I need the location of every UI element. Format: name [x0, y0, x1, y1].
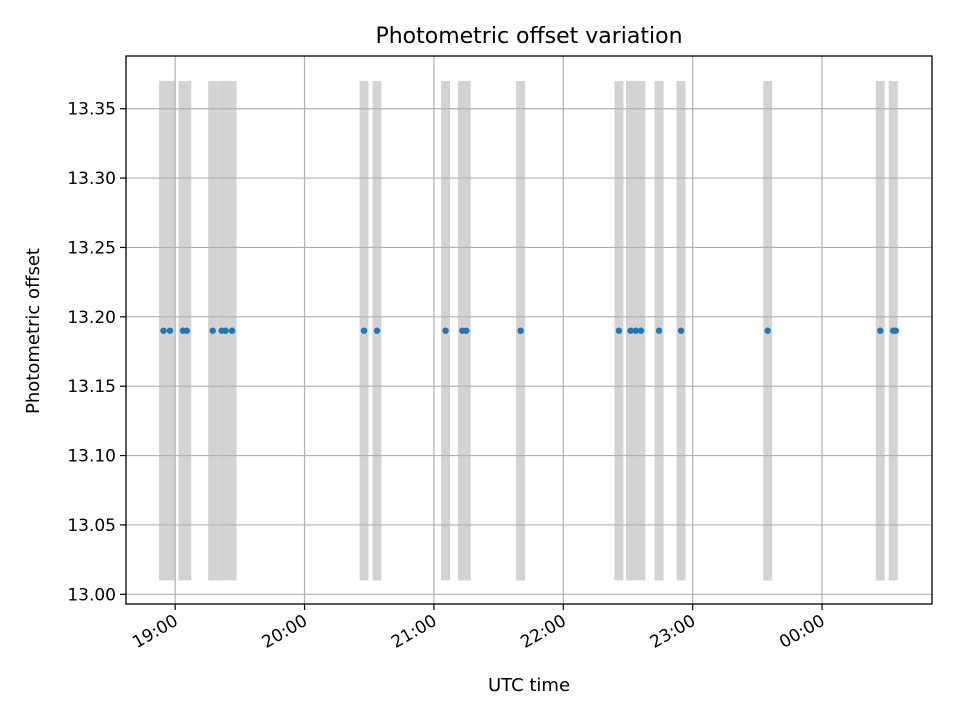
- data-point-0-4: [209, 327, 216, 334]
- y-tick-label-4: 13.20: [67, 308, 116, 328]
- data-point-0-18: [655, 327, 663, 334]
- data-point-0-8: [360, 327, 368, 334]
- x-axis: 19:00 20:00 21:00 22:00 23:00 00:00: [129, 604, 829, 653]
- y-tick-label-3: 13.15: [67, 377, 116, 397]
- x-axis-label: UTC time: [488, 675, 570, 696]
- x-tick-label-2: 21:00: [388, 611, 440, 653]
- data-point-0-6: [222, 327, 229, 334]
- y-tick-label-7: 13.35: [67, 100, 116, 120]
- data-point-0-1: [166, 327, 174, 334]
- y-axis: 13.00 13.05 13.10 13.15 13.20 13.25 13.30 13.35: [67, 100, 126, 605]
- data-point-0-21: [877, 327, 884, 334]
- x-tick-label-0: 19:00: [129, 611, 181, 653]
- x-tick-label-5: 00:00: [776, 611, 828, 653]
- y-tick-label-2: 13.10: [67, 447, 116, 467]
- data-point-0-14: [615, 327, 623, 334]
- grid: [126, 56, 932, 604]
- data-point-0-20: [764, 327, 771, 334]
- data-point-0-7: [228, 327, 236, 334]
- x-tick-label-3: 22:00: [517, 611, 569, 653]
- data-point-0-17: [637, 327, 645, 334]
- data-points: [160, 327, 899, 334]
- data-point-0-15: [627, 327, 634, 334]
- y-tick-label-1: 13.05: [67, 516, 116, 536]
- data-point-0-23: [892, 327, 899, 334]
- y-tick-label-6: 13.30: [67, 169, 116, 189]
- plot-frame: [125, 55, 933, 605]
- data-point-0-3: [183, 327, 191, 334]
- y-tick-label-0: 13.00: [67, 585, 116, 605]
- x-tick-label-4: 23:00: [647, 611, 699, 653]
- data-point-0-0: [160, 327, 167, 334]
- data-point-0-13: [517, 327, 524, 334]
- y-tick-label-5: 13.25: [67, 238, 116, 258]
- x-tick-label-1: 20:00: [259, 611, 311, 653]
- data-point-0-9: [373, 327, 381, 334]
- data-point-0-19: [677, 327, 685, 334]
- chart-title: Photometric offset variation: [375, 24, 682, 49]
- data-point-0-12: [463, 327, 470, 334]
- plot-area: [126, 56, 932, 604]
- data-point-0-16: [632, 327, 639, 334]
- data-point-0-10: [442, 327, 449, 334]
- y-axis-label: Photometric offset: [23, 248, 44, 414]
